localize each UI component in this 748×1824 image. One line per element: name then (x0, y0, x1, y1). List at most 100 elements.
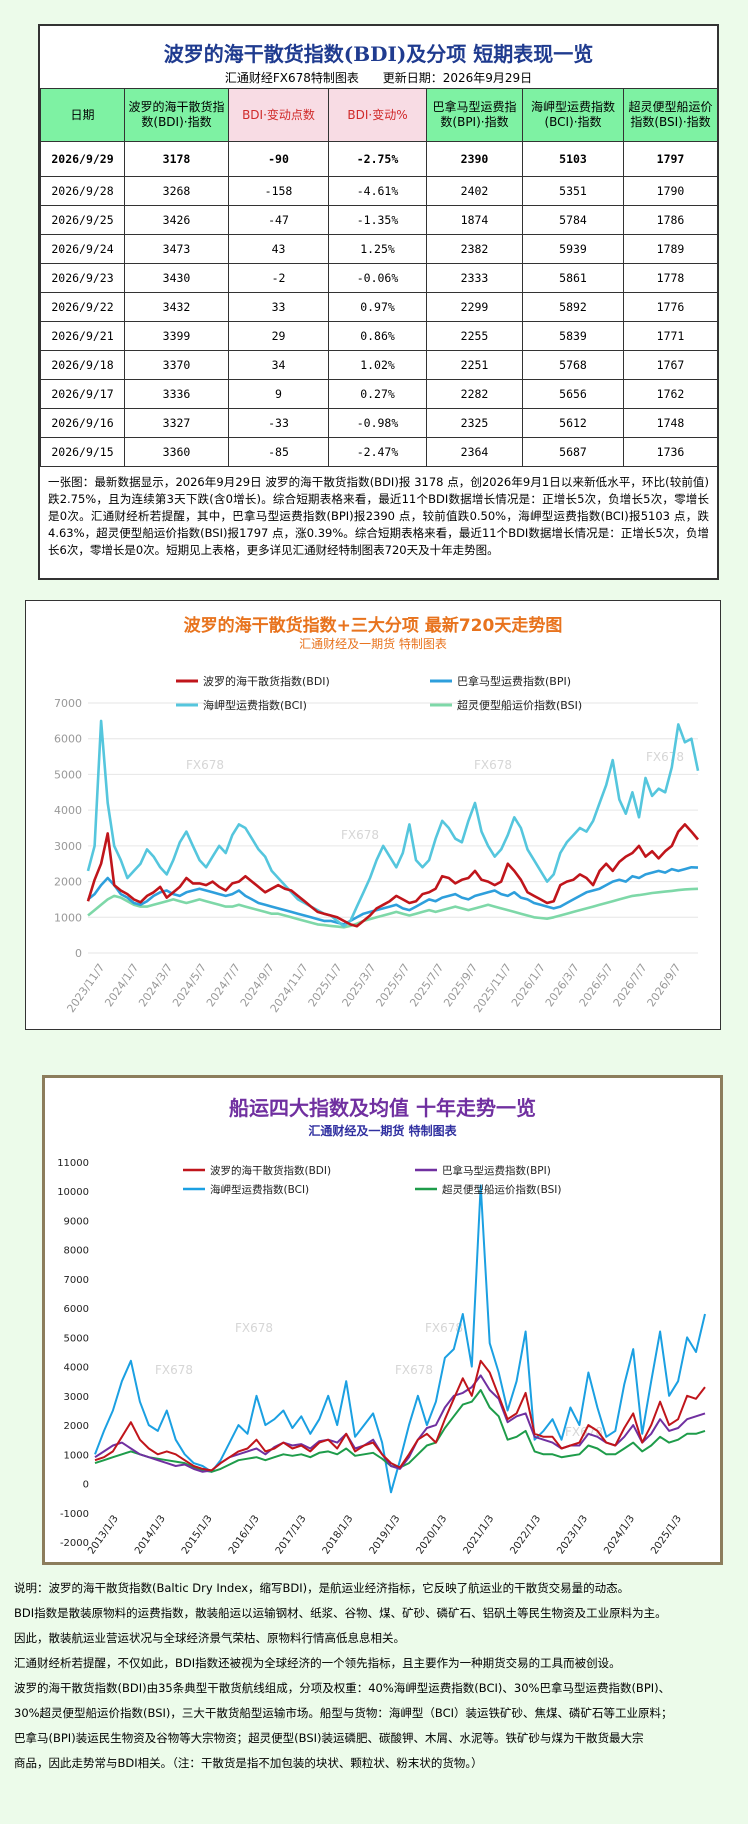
bdi-cell: 3370 (124, 350, 229, 380)
change-pct-cell: -2.75% (328, 141, 427, 177)
x-tick-label: 2018/1/3 (321, 1513, 356, 1556)
change-pct-cell: -0.06% (328, 263, 427, 293)
change-points-cell: -47 (228, 205, 329, 235)
x-tick-label: 2019/1/3 (368, 1513, 403, 1556)
header-date: 日期 (40, 88, 125, 142)
date-cell: 2026/9/16 (40, 408, 125, 438)
bpi-cell: 2382 (426, 234, 523, 264)
bci-cell: 5103 (522, 141, 624, 177)
bdi-cell: 3432 (124, 292, 229, 322)
bci-cell: 5612 (522, 408, 624, 438)
x-tick-label: 2017/1/3 (274, 1513, 309, 1556)
y-tick-label: 3000 (64, 1392, 89, 1403)
x-tick-label: 2014/1/3 (133, 1513, 168, 1556)
update-date: 更新日期：2026年9月29日 (382, 71, 533, 85)
table-row: 2026/9/15 3360 -85 -2.47% 2364 5687 1736 (40, 437, 718, 467)
legend-label: 巴拿马型运费指数(BPI) (457, 674, 571, 688)
bsi-cell: 1776 (623, 292, 718, 322)
table-row: 2026/9/25 3426 -47 -1.35% 1874 5784 1786 (40, 205, 718, 235)
watermark: FX678 (341, 828, 379, 842)
x-tick-label: 2016/1/3 (227, 1513, 262, 1556)
table-title: 波罗的海干散货指数(BDI)及分项 短期表现一览 (163, 42, 594, 66)
explanation-notes: 说明：波罗的海干散货指数(Baltic Dry Index，缩写BDI)，是航运… (14, 1576, 730, 1776)
bdi-cell: 3473 (124, 234, 229, 264)
legend-label: 超灵便型船运价指数(BSI) (457, 698, 582, 712)
change-points-cell: -158 (228, 176, 329, 206)
series-line-bci (86, 719, 700, 928)
watermark: FX678 (646, 750, 684, 764)
chart-720-day-panel: 波罗的海干散货指数+三大分项 最新720天走势图 汇通财经及一期货 特制图表 0… (25, 600, 721, 1030)
y-tick-label: 7000 (54, 697, 82, 710)
bdi-cell: 3430 (124, 263, 229, 293)
bdi-cell: 3327 (124, 408, 229, 438)
x-tick-label: 2024/1/3 (602, 1513, 637, 1556)
series-line-bci (94, 1184, 706, 1494)
bci-cell: 5351 (522, 176, 624, 206)
change-pct-cell: -0.98% (328, 408, 427, 438)
bpi-cell: 2390 (426, 141, 523, 177)
y-tick-label: 4000 (64, 1363, 89, 1374)
summary-note: 一张图：最新数据显示，2026年9月29日 波罗的海干散货指数(BDI)报 31… (48, 475, 709, 557)
bci-cell: 5839 (522, 321, 624, 351)
table-row: 2026/9/22 3432 33 0.97% 2299 5892 1776 (40, 292, 718, 322)
chart1-subtitle: 汇通财经及一期货 特制图表 (299, 637, 447, 651)
legend-label: 海岬型运费指数(BCI) (210, 1183, 309, 1196)
date-cell: 2026/9/25 (40, 205, 125, 235)
watermark: FX678 (186, 758, 224, 772)
date-cell: 2026/9/21 (40, 321, 125, 351)
bci-cell: 5784 (522, 205, 624, 235)
bci-cell: 5687 (522, 437, 624, 467)
table-row: 2026/9/24 3473 43 1.25% 2382 5939 1789 (40, 234, 718, 264)
y-tick-label: 0 (75, 947, 82, 960)
series-line-bpi (87, 865, 699, 926)
table-header-row: 日期 波罗的海干散货指数(BDI)·指数 BDI·变动点数 BDI·变动% 巴拿… (40, 88, 718, 142)
change-points-cell: -85 (228, 437, 329, 467)
y-tick-label: 0 (83, 1480, 89, 1491)
bci-cell: 5861 (522, 263, 624, 293)
bdi-cell: 3268 (124, 176, 229, 206)
note-line: 因此，散装航运业营运状况与全球经济景气荣枯、原物料行情高低息息相关。 (14, 1631, 405, 1645)
bpi-cell: 1874 (426, 205, 523, 235)
table-row: 2026/9/21 3399 29 0.86% 2255 5839 1771 (40, 321, 718, 351)
table-row: 2026/9/23 3430 -2 -0.06% 2333 5861 1778 (40, 263, 718, 293)
x-tick-label: 2013/1/3 (86, 1513, 121, 1556)
y-tick-label: 6000 (64, 1304, 89, 1315)
bsi-cell: 1789 (623, 234, 718, 264)
table-row: 2026/9/17 3336 9 0.27% 2282 5656 1762 (40, 379, 718, 409)
chart1-svg: 0 1000 2000 3000 4000 5000 6000 7000 2023/11/7 20… (54, 674, 700, 1015)
y-tick-label: 11000 (57, 1158, 89, 1169)
date-cell: 2026/9/18 (40, 350, 125, 380)
bsi-cell: 1797 (623, 141, 718, 177)
change-pct-cell: 0.27% (328, 379, 427, 409)
change-points-cell: 43 (228, 234, 329, 264)
y-tick-label: 1000 (64, 1450, 89, 1461)
chart1-title: 波罗的海干散货指数+三大分项 最新720天走势图 (183, 616, 563, 636)
x-tick-label: 2015/1/3 (180, 1513, 215, 1556)
date-cell: 2026/9/17 (40, 379, 125, 409)
change-pct-cell: 0.97% (328, 292, 427, 322)
change-pct-cell: -1.35% (328, 205, 427, 235)
header-bci: 海岬型运费指数(BCI)·指数 (522, 88, 624, 142)
legend-label: 波罗的海干散货指数(BDI) (203, 674, 330, 688)
note-line: BDI指数是散装原物料的运费指数，散装船运以运输钢材、纸浆、谷物、煤、矿砂、磷矿… (14, 1606, 667, 1620)
series-line-bpi (94, 1374, 706, 1473)
note-line: 巴拿马(BPI)装运民生物资及谷物等大宗物资；超灵便型(BSI)装运磷肥、碳酸钾… (14, 1731, 644, 1745)
date-cell: 2026/9/23 (40, 263, 125, 293)
date-cell: 2026/9/22 (40, 292, 125, 322)
note-line: 说明：波罗的海干散货指数(Baltic Dry Index，缩写BDI)，是航运… (14, 1581, 630, 1595)
y-tick-label: 5000 (54, 768, 82, 781)
y-tick-label: 3000 (54, 840, 82, 853)
watermark: FX678 (395, 1363, 433, 1377)
bci-cell: 5656 (522, 379, 624, 409)
y-tick-label: 7000 (64, 1275, 89, 1286)
bdi-cell: 3426 (124, 205, 229, 235)
note-line: 商品，因此走势常与BDI相关。（注：干散货是指不加包装的块状、颗粒状、粉末状的货… (14, 1756, 483, 1770)
table-maker: 汇通财经FX678特制图表 (224, 71, 359, 85)
chart2-svg: -2000 -1000 0 1000 2000 3000 4000 5000 6000 7000 8… (57, 1158, 706, 1557)
change-pct-cell: 1.25% (328, 234, 427, 264)
x-tick-label: 2020/1/3 (415, 1513, 450, 1556)
chart2-subtitle: 汇通财经及一期货 特制图表 (308, 1124, 457, 1138)
y-tick-label: 8000 (64, 1246, 89, 1257)
change-points-cell: -2 (228, 263, 329, 293)
legend-label: 波罗的海干散货指数(BDI) (210, 1164, 331, 1177)
